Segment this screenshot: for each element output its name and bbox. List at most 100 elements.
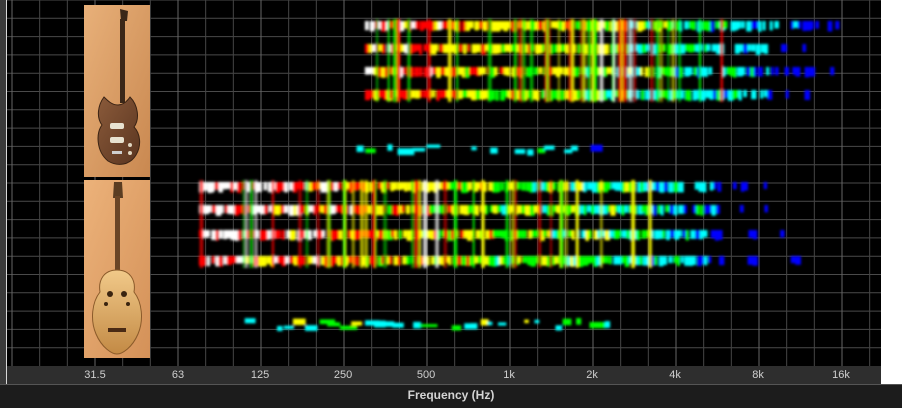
harmonic-cell [738,90,742,101]
harmonic-cell [590,205,595,215]
harmonic-cell [292,230,297,240]
harmonic-cell [662,44,666,52]
harmonic-cell [521,205,528,214]
harmonic-cell [558,21,563,31]
harmonic-cell [711,205,716,216]
harmonic-cell [633,230,638,240]
noise-cell [339,325,358,330]
transient-streak [587,19,591,102]
harmonic-cell [293,256,298,266]
harmonic-cell [607,182,612,190]
harmonic-cell [751,90,757,100]
harmonic-cell [464,182,470,193]
noise-cell [387,144,393,151]
harmonic-cell [767,90,773,100]
harmonic-cell [763,90,768,98]
harmonic-cell [541,44,546,52]
harmonic-cell [550,44,554,55]
harmonic-cell [657,44,662,53]
harmonic-cell [311,182,318,191]
harmonic-cell [636,90,640,99]
harmonic-cell [673,256,680,264]
transient-streak [418,180,421,268]
harmonic-cell [330,230,335,241]
harmonic-cell [450,90,456,98]
harmonic-cell [450,44,455,53]
harmonic-cell [482,21,487,32]
harmonic-cell [425,230,431,239]
scrollbar-track[interactable] [881,0,902,384]
harmonic-cell [237,182,242,193]
harmonic-cell [636,67,641,76]
harmonic-cell [663,182,668,192]
transient-streak [436,180,439,268]
harmonic-cell [443,90,448,98]
harmonic-cell [659,182,665,193]
noise-cell [365,148,376,154]
harmonic-cell [222,182,227,190]
transient-streak [249,180,254,268]
harmonic-cell [575,21,582,30]
harmonic-cell [378,21,382,30]
harmonic-cell [483,182,487,192]
harmonic-cell [669,205,675,215]
harmonic-cell [792,67,798,75]
harmonic-cell [246,182,251,193]
harmonic-cell [711,44,718,52]
harmonic-cell [504,90,510,98]
harmonic-cell [251,205,257,215]
harmonic-cell [207,182,213,193]
spectrogram-plot [7,0,881,366]
harmonic-cell [328,182,334,191]
transient-streak [242,180,246,268]
harmonic-cell [565,90,570,100]
harmonic-cell [527,256,533,266]
harmonic-cell [504,44,509,52]
harmonic-cell [744,182,748,191]
harmonic-cell [357,182,362,190]
transient-streak [593,19,597,102]
noise-cell [604,321,611,328]
harmonic-cell [349,182,354,193]
noise-cell [374,320,386,328]
harmonic-cell [402,90,409,100]
harmonic-cell [453,44,458,54]
harmonic-cell [514,256,520,265]
harmonic-cell [258,256,265,267]
harmonic-cell [503,21,509,32]
harmonic-cell [613,21,619,32]
harmonic-cell [578,182,584,191]
harmonic-cell [695,205,700,215]
harmonic-cell [554,44,558,53]
harmonic-cell [463,44,467,55]
harmonic-cell [751,21,757,29]
harmonic-cell [605,44,609,55]
harmonic-cell [495,90,499,101]
harmonic-cell [472,182,479,192]
harmonic-cell [419,67,423,77]
harmonic-cell [764,44,769,54]
harmonic-cell [571,205,577,213]
harmonic-cell [637,205,644,215]
noise-cell [524,319,529,324]
transient-streak [522,19,526,102]
x-tick-label: 63 [171,369,185,381]
harmonic-cell [394,230,398,240]
harmonic-cell [695,44,701,53]
harmonic-cell [458,44,463,53]
harmonic-cell [594,67,600,76]
harmonic-cell [727,90,734,101]
harmonic-cell [637,21,643,32]
harmonic-cell [684,44,689,52]
harmonic-cell [535,230,541,238]
harmonic-cell [378,230,385,240]
harmonic-cell [507,67,511,77]
harmonic-cell [516,230,521,238]
harmonic-cell [491,256,497,267]
transient-streak [599,19,604,102]
harmonic-cell [378,44,384,52]
harmonic-cell [534,67,539,75]
harmonic-cell [665,230,670,240]
harmonic-cell [704,44,708,53]
harmonic-cell [356,256,360,266]
